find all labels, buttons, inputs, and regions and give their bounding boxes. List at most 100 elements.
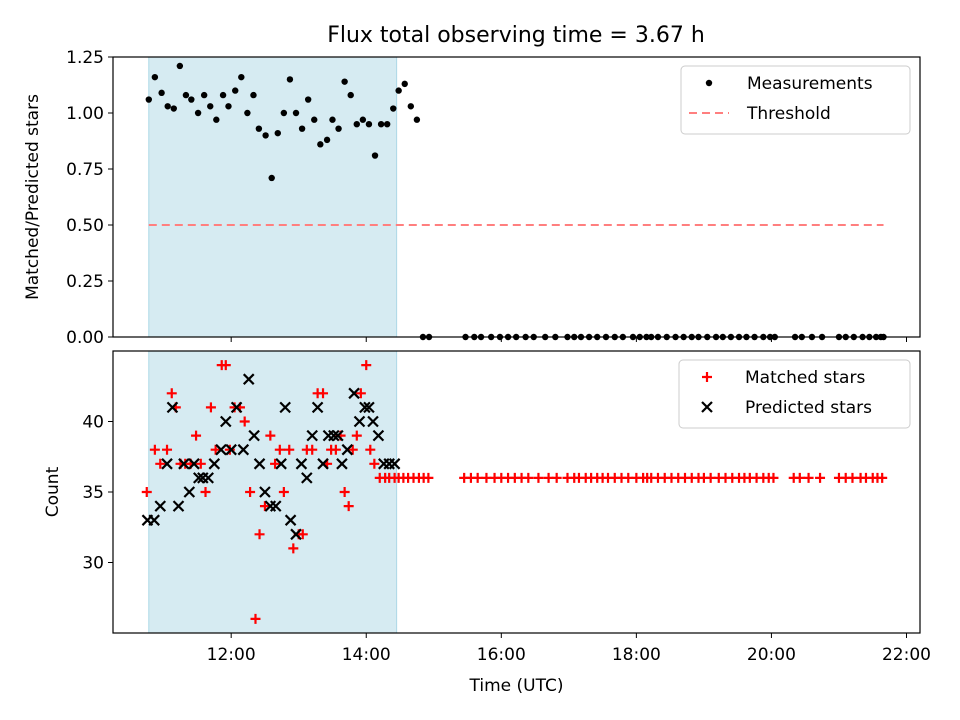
matched-star-point: Matched stars: 13:04, 32 [297,529,308,540]
matched-star-point: Matched stars: 20:43, 36 [815,472,826,483]
measurement-point: Measurements: 11:58, 1.03 [225,103,232,110]
legend-marker-measurements [705,79,713,87]
matched-star-point: Matched stars: 13:52, 39 [351,430,362,441]
matched-star-point: Matched stars: 12:25, 32 [254,529,265,540]
matched-star-point: Matched stars: 13:22, 42 [318,388,329,399]
matched-star-point: Matched stars: 13:41, 35 [339,487,350,497]
predicted-star-point: Predicted stars: 11:55, 40 [219,415,232,428]
measurement-point: Measurements: 14:02, 0.95 [365,121,373,128]
predicted-star-point: Predicted stars: 13:22, 37 [317,458,329,470]
x-tick-label: 20:00 [747,645,796,665]
matched-star-point: Matched stars: 14:07, 37 [369,458,380,469]
predicted-star-point: Predicted stars: 13:54, 40 [353,415,366,428]
measurement-point: Measurements: 13:41, 1.14 [341,78,348,85]
measurement-point: Measurements: 11:47, 0.97 [213,116,220,123]
y-tick-label: 1.00 [66,104,104,124]
matched-star-point: Matched stars: 13:44, 34 [343,501,354,512]
measurement-point: Measurements: 14:45, 0.97 [413,116,421,123]
x-tick-label: 16:00 [477,645,526,665]
measurement-point: Measurements: 11:41, 1.03 [207,103,214,110]
x-tick-label: 14:00 [342,645,391,665]
predicted-star-point: Predicted stars: 10:52, 33 [148,514,160,526]
predicted-star-point: Predicted stars: 13:43, 38 [341,443,354,456]
matched-star-point: Matched stars: 16:49, 36 [551,472,562,483]
predicted-star-point: Predicted stars: 11:51, 38 [215,443,227,456]
x-tick-label: 22:00 [882,645,931,665]
predicted-star-point: Predicted stars: 12:48, 41 [279,401,291,414]
matched-star-point: Matched stars: 14:00, 44 [361,360,372,371]
predicted-star-point: Predicted stars: 14:11, 39 [372,429,385,442]
matched-star-point: Matched stars: 12:47, 35 [278,487,289,497]
x-axis-label: Time (UTC) [469,676,564,696]
matched-star-point: Matched stars: 11:29, 39 [191,430,202,441]
predicted-star-point: Predicted stars: 13:38, 37 [336,458,348,470]
matched-star-point: Matched stars: 11:03, 38 [162,444,173,455]
bottom-axes: 12:00 14:00 16:00 18:00 20:00 22:00 30 35 40 Coun… [43,350,931,696]
measurement-point: Measurements: 14:13, 0.95 [377,121,385,128]
measurement-point: Measurements: 12:04, 1.1 [232,87,239,94]
predicted-star-point: Predicted stars: 11:27, 37 [188,458,200,470]
measurement-point: Measurements: 13:25, 0.88 [323,136,331,144]
measurement-point: Measurements: 13:52, 0.95 [353,121,360,128]
matched-star-point: Matched stars: 20:33, 36 [803,472,814,483]
x-tick-label: 18:00 [612,645,661,665]
legend-marker-matched [702,372,712,382]
legend-box [678,359,911,429]
y-tick-label: 40 [82,413,104,433]
matched-star-point: Matched stars: 12:22, 26 [250,613,261,624]
matched-star-point: Matched stars: 10:52, 38 [149,444,160,455]
matched-star-point: Matched stars: 11:46, 38 [210,444,221,455]
measurement-point: Measurements: 12:47, 1 [280,109,288,117]
measurement-point: Measurements: 12:58, 1 [292,109,300,117]
measurement-point: Measurements: 12:31, 0.9 [262,132,269,139]
matched-star-point: Matched stars: 11:42, 41 [205,402,216,413]
matched-star-point: Matched stars: 12:35, 39 [265,430,276,441]
matched-star-point: Matched stars: 11:07, 42 [166,388,177,399]
legend-box [680,65,911,135]
matched-star-point: Matched stars: 12:39, 37 [270,458,281,469]
measurement-point: Measurements: 13:19, 0.86 [317,141,324,148]
measurement-point: Measurements: 10:47, 1.06 [145,96,152,103]
predicted-star-point: Predicted stars: 14:25, 37 [388,458,401,470]
predicted-star-point: Predicted stars: 11:31, 36 [192,472,205,484]
predicted-star-point: Predicted stars: 13:49, 42 [348,387,360,400]
measurement-point: Measurements: 12:25, 0.93 [255,125,263,132]
predicted-star-point: Predicted stars: 13:35, 39 [332,429,344,442]
matched-star-point: Matched stars: 21:38, 36 [877,472,888,483]
predicted-star-point: Predicted stars: 12:25, 37 [253,458,266,470]
matched-star-point: Matched stars: 13:12, 38 [307,444,318,455]
measurement-point: Measurements: 11:20, 1.08 [182,91,190,99]
measurement-point: Measurements: 10:58, 1.09 [158,89,165,97]
chart-title: Flux total observing time = 3.67 h [327,23,705,48]
predicted-star-point: Predicted stars: 11:23, 35 [183,486,196,498]
x-tick-label: 12:00 [207,645,256,665]
measurement-point: Measurements: 14:34, 1.13 [401,80,408,88]
measurement-point: Measurements: 11:36, 1.08 [200,91,208,99]
measurement-point: Measurements: 13:03, 0.93 [298,125,306,132]
y-axis-label: Count [43,466,63,517]
measurement-point: Measurements: 14:29, 1.1 [395,87,402,94]
predicted-star-point: Predicted stars: 13:07, 36 [301,472,313,484]
top-axes: 0.00 0.25 0.50 0.75 1.00 1.25 Matched/Predicte… [23,48,921,348]
measurement-point: Measurements: 11:04, 1.03 [164,103,171,110]
legend-marker-predicted [701,401,713,413]
measurement-point: Measurements: 13:14, 0.97 [311,116,318,123]
measurement-point: Measurements: 13:35, 0.93 [335,125,342,132]
measurement-point: Measurements: 12:20, 1.08 [250,91,257,99]
y-tick-label: 0.25 [66,272,104,292]
predicted-star-point: Predicted stars: 12:00, 38 [225,443,237,456]
measurement-point: Measurements: 13:57, 0.97 [359,116,367,123]
predicted-star-point: Predicted stars: 12:30, 35 [259,486,271,498]
predicted-star-point: Predicted stars: 12:11, 38 [237,443,250,456]
predicted-star-point: Predicted stars: 13:02, 37 [295,458,308,470]
y-tick-label: 0.00 [66,328,104,348]
matched-star-point: Matched stars: 11:55, 44 [220,360,231,371]
predicted-star-point: Predicted stars: 12:58, 32 [290,528,302,541]
legend-label: Predicted stars [745,398,872,418]
predicted-star-point: Predicted stars: 12:05, 41 [230,401,243,414]
measurement-point: Measurements: 12:41, 0.91 [274,129,281,137]
predicted-star-point: Predicted stars: 11:45, 37 [208,458,221,470]
measurement-point: Measurements: 11:53, 1.08 [219,91,227,99]
matched-star-point: Matched stars: 14:55, 36 [423,472,434,483]
matched-star-point: Matched stars: 20:25, 36 [794,472,805,483]
